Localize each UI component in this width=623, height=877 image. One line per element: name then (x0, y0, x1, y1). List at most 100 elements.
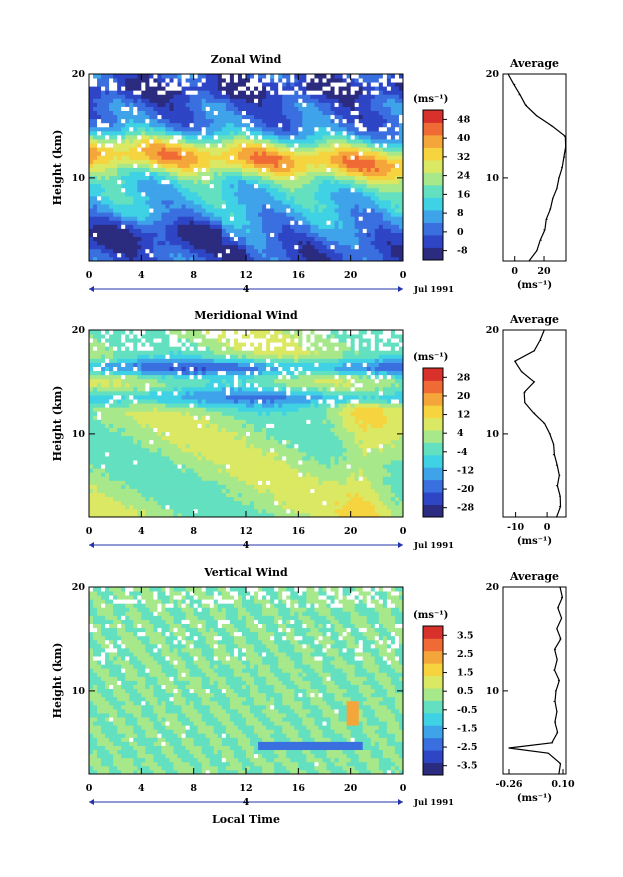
heatmap-cell (89, 168, 93, 172)
heatmap-cell (298, 245, 302, 249)
heatmap-cell (355, 188, 359, 192)
heatmap-cell (186, 379, 190, 383)
heatmap-cell (351, 196, 355, 200)
heatmap-cell (113, 241, 117, 245)
heatmap-cell (379, 224, 383, 228)
heatmap-cell (182, 419, 186, 423)
heatmap-cell (230, 127, 234, 131)
heatmap-cell (286, 147, 290, 151)
heatmap-cell (302, 249, 306, 253)
heatmap-cell (190, 208, 194, 212)
heatmap-cell (226, 131, 230, 135)
heatmap-cell (250, 220, 254, 224)
heatmap-cell (395, 143, 399, 147)
heatmap-cell (149, 90, 153, 94)
heatmap-cell (274, 86, 278, 90)
heatmap-cell (306, 78, 310, 82)
heatmap-cell (145, 497, 149, 501)
heatmap-cell (351, 131, 355, 135)
heatmap-cell (278, 168, 282, 172)
x-tick-label: 0 (400, 270, 407, 281)
heatmap-cell (339, 204, 343, 208)
heatmap-cell (109, 411, 113, 415)
heatmap-cell (278, 111, 282, 115)
heatmap-cell (198, 78, 202, 82)
heatmap-cell (117, 407, 121, 411)
heatmap-cell (186, 497, 190, 501)
heatmap-cell (190, 371, 194, 375)
heatmap-cell (387, 163, 391, 167)
heatmap-cell (363, 237, 367, 241)
heatmap-cell (153, 460, 157, 464)
heatmap-cell (322, 172, 326, 176)
heatmap-cell (302, 184, 306, 188)
heatmap-cell (395, 196, 399, 200)
heatmap-cell (137, 358, 141, 362)
heatmap-cell (93, 155, 97, 159)
heatmap-cell (157, 172, 161, 176)
heatmap-cell (129, 176, 133, 180)
heatmap-cell (331, 102, 335, 106)
heatmap-cell (230, 196, 234, 200)
heatmap-cell (371, 78, 375, 82)
heatmap-cell (194, 74, 198, 78)
heatmap-cell (335, 139, 339, 143)
heatmap-cell (238, 107, 242, 111)
heatmap-cell (242, 111, 246, 115)
heatmap-cell (310, 204, 314, 208)
heatmap-cell (157, 363, 161, 367)
heatmap-cell (395, 74, 399, 78)
heatmap-cell (145, 411, 149, 415)
heatmap-cell (302, 237, 306, 241)
heatmap-cell (314, 98, 318, 102)
heatmap-cell (121, 90, 125, 94)
heatmap-cell (302, 151, 306, 155)
heatmap-cell (125, 184, 129, 188)
heatmap-cell (387, 196, 391, 200)
heatmap-cell (226, 176, 230, 180)
heatmap-cell (145, 505, 149, 509)
heatmap-cell (113, 460, 117, 464)
heatmap-cell (194, 163, 198, 167)
heatmap-cell (202, 188, 206, 192)
heatmap-cell (182, 480, 186, 484)
heatmap-cell (339, 253, 343, 257)
heatmap-cell (165, 354, 169, 358)
heatmap-cell (97, 424, 101, 428)
profile-point (508, 73, 509, 74)
heatmap-cell (367, 86, 371, 90)
heatmap-cell (379, 111, 383, 115)
heatmap-cell (335, 237, 339, 241)
heatmap-cell (202, 155, 206, 159)
heatmap-cell (165, 220, 169, 224)
heatmap-cell (105, 419, 109, 423)
heatmap-cell (121, 407, 125, 411)
heatmap-cell (190, 143, 194, 147)
heatmap-cell (137, 147, 141, 151)
heatmap-cell (125, 338, 129, 342)
heatmap-cell (109, 472, 113, 476)
heatmap-cell (234, 180, 238, 184)
heatmap-cell (105, 245, 109, 249)
heatmap-cell (351, 155, 355, 159)
heatmap-cell (262, 204, 266, 208)
heatmap-cell (97, 188, 101, 192)
heatmap-cell (363, 155, 367, 159)
heatmap-cell (109, 476, 113, 480)
heatmap-cell (105, 342, 109, 346)
heatmap-cell (101, 436, 105, 440)
heatmap-cell (266, 216, 270, 220)
heatmap-cell (101, 143, 105, 147)
heatmap-cell (121, 86, 125, 90)
heatmap-cell (129, 253, 133, 257)
heatmap-cell (351, 111, 355, 115)
heatmap-cell (226, 147, 230, 151)
heatmap-cell (165, 472, 169, 476)
heatmap-cell (101, 440, 105, 444)
heatmap-cell (190, 204, 194, 208)
heatmap-cell (178, 379, 182, 383)
heatmap-cell (161, 208, 165, 212)
heatmap-cell (145, 163, 149, 167)
heatmap-cell (113, 163, 117, 167)
heatmap-cell (109, 176, 113, 180)
